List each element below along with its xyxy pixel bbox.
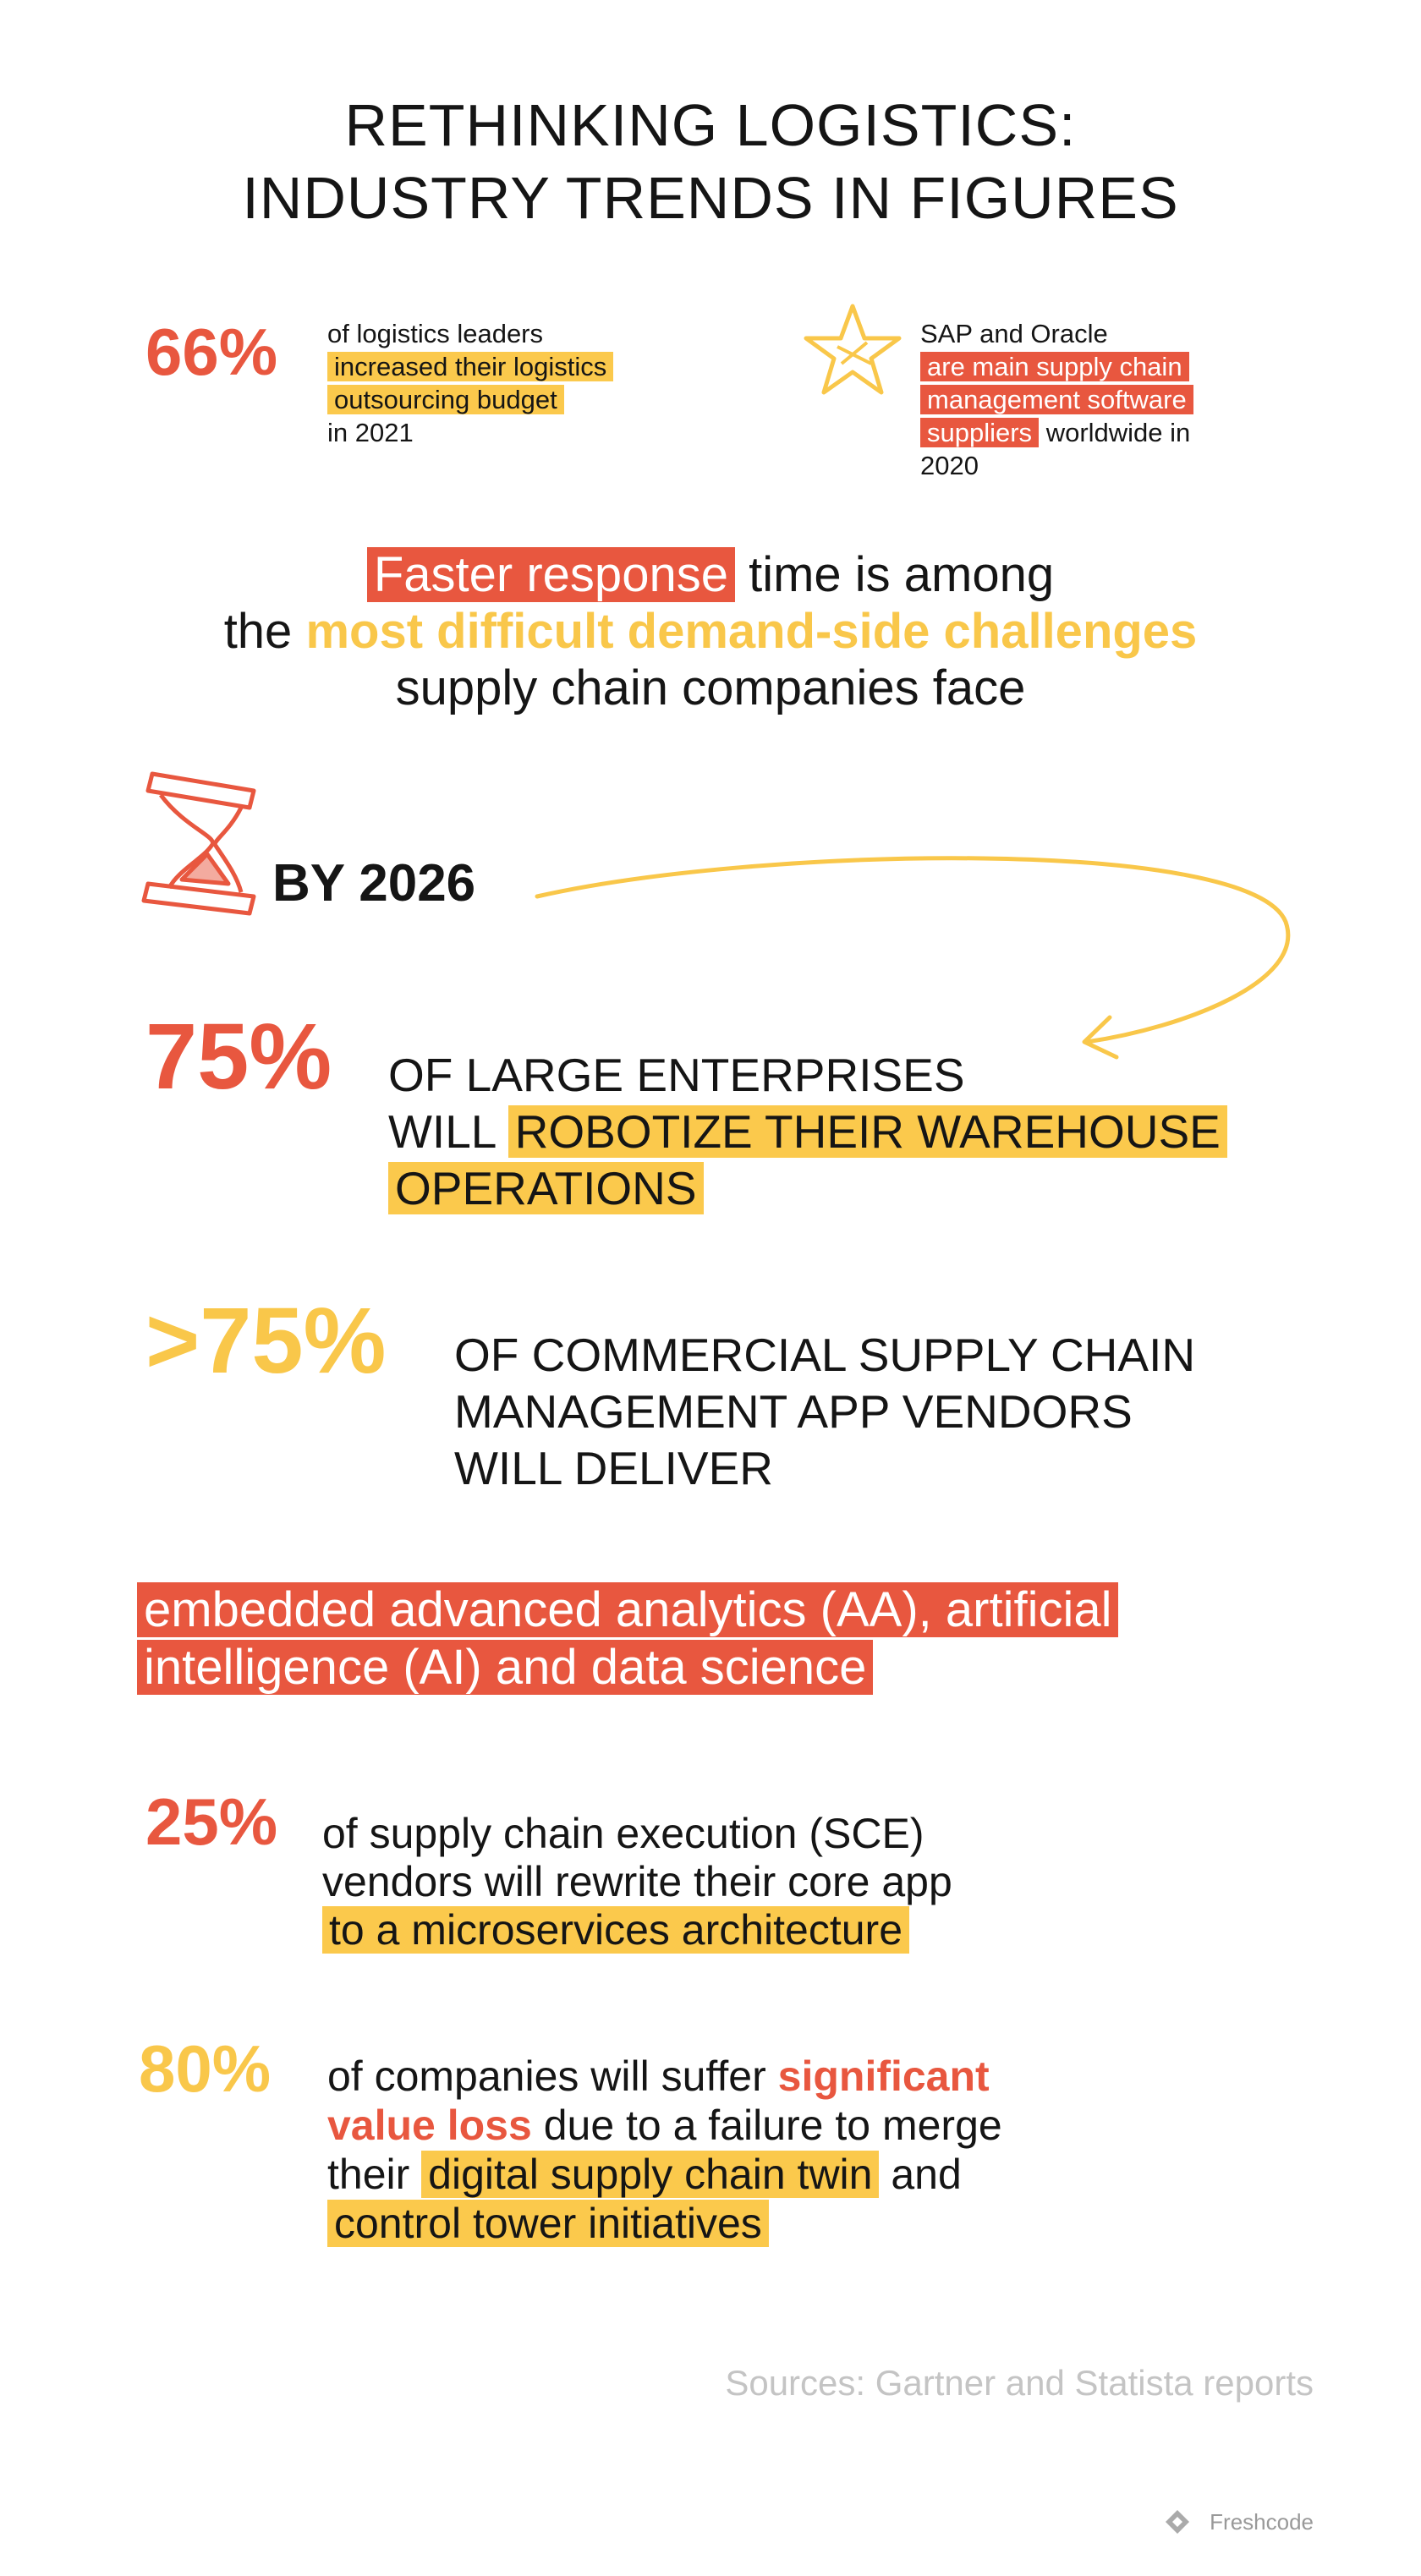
arrow xyxy=(535,856,1291,1044)
emphasis: value loss xyxy=(327,2102,532,2149)
text: time is among xyxy=(749,547,1055,602)
highlight: suppliers xyxy=(920,418,1040,447)
forecast-text: of supply chain execution (SCE) vendors … xyxy=(322,1810,952,1954)
text: of companies will suffer xyxy=(327,2053,766,2100)
text-line: supply chain companies face xyxy=(395,660,1026,715)
text-line: 2020 xyxy=(920,451,979,480)
title-line: INDUSTRY TRENDS IN FIGURES xyxy=(242,165,1179,231)
text: WILL xyxy=(388,1105,496,1158)
text-line: intelligence (AI) and data science xyxy=(137,1639,1118,1696)
text-line: of companies will suffer significant xyxy=(327,2052,1002,2101)
text-line: of supply chain execution (SCE) xyxy=(322,1810,924,1857)
text: their xyxy=(327,2151,410,2198)
hourglass-icon xyxy=(141,771,256,916)
text-line: WILL DELIVER xyxy=(454,1442,773,1494)
highlight: ROBOTIZE THEIR WAREHOUSE xyxy=(508,1105,1227,1158)
highlight: management software xyxy=(920,385,1193,414)
callout: Faster response time is among the most d… xyxy=(0,546,1421,716)
highlight: OPERATIONS xyxy=(388,1162,704,1214)
text: due to a failure to merge xyxy=(543,2102,1002,2149)
highlight: outsourcing budget xyxy=(327,385,564,414)
emphasis: most difficult demand-side challenges xyxy=(305,604,1198,659)
star-icon xyxy=(804,304,902,395)
text-line: control tower initiatives xyxy=(327,2199,1002,2248)
text-line: are main supply chain xyxy=(920,350,1193,383)
forecast-text: of companies will suffer significant val… xyxy=(327,2052,1002,2248)
text: and xyxy=(891,2151,962,2198)
highlight: digital supply chain twin xyxy=(421,2151,880,2198)
forecast-heading: BY 2026 xyxy=(272,854,476,913)
highlight: increased their logistics xyxy=(327,352,614,381)
highlight: Faster response xyxy=(366,547,735,602)
text-line: Faster response time is among xyxy=(0,546,1421,603)
text-line: their digital supply chain twin and xyxy=(327,2150,1002,2199)
text-line: management software xyxy=(920,383,1193,416)
text-line: SAP and Oracle xyxy=(920,319,1108,348)
title-line: RETHINKING LOGISTICS: xyxy=(344,92,1077,158)
text-line: of logistics leaders xyxy=(327,319,544,348)
text-line: WILL ROBOTIZE THEIR WAREHOUSE xyxy=(388,1104,1227,1160)
forecast-text: OF COMMERCIAL SUPPLY CHAIN MANAGEMENT AP… xyxy=(454,1327,1195,1497)
text-line: to a microservices architecture xyxy=(322,1906,952,1954)
text-line: MANAGEMENT APP VENDORS xyxy=(454,1385,1133,1438)
text-line: vendors will rewrite their core app xyxy=(322,1858,952,1905)
text-line: embedded advanced analytics (AA), artifi… xyxy=(137,1581,1119,1639)
text-line: OF LARGE ENTERPRISES xyxy=(388,1049,965,1101)
text: worldwide in xyxy=(1045,418,1191,447)
highlight: embedded advanced analytics (AA), artifi… xyxy=(137,1582,1119,1637)
forecast-figure: 80% xyxy=(139,2031,272,2106)
text-line: the most difficult demand-side challenge… xyxy=(0,603,1421,660)
sources: Sources: Gartner and Statista reports xyxy=(725,2363,1314,2403)
fact-text: of logistics leaders increased their log… xyxy=(327,317,614,449)
forecast-figure: >75% xyxy=(145,1289,387,1393)
forecast-text: OF LARGE ENTERPRISES WILL ROBOTIZE THEIR… xyxy=(388,1047,1227,1217)
text-line: increased their logistics xyxy=(327,350,614,383)
emphasis: significant xyxy=(777,2053,990,2100)
fact-text: SAP and Oracle are main supply chain man… xyxy=(920,317,1193,482)
text-line: outsourcing budget xyxy=(327,383,613,416)
fact-figure: 66% xyxy=(145,315,278,389)
star-scribble xyxy=(840,341,869,365)
text: the xyxy=(223,604,293,659)
text-line: OPERATIONS xyxy=(388,1160,1227,1217)
highlight-block: embedded advanced analytics (AA), artifi… xyxy=(137,1581,1119,1696)
arrow-head xyxy=(1082,1015,1119,1060)
text-line: in 2021 xyxy=(327,418,414,447)
highlight: control tower initiatives xyxy=(327,2200,769,2247)
forecast-figure: 25% xyxy=(145,1784,278,1859)
brand: Freshcode xyxy=(1210,2509,1314,2535)
text-line: suppliers worldwide in xyxy=(920,416,1193,449)
title: RETHINKING LOGISTICS: INDUSTRY TRENDS IN… xyxy=(0,89,1421,234)
brand-logo xyxy=(1166,2510,1189,2534)
text-line: OF COMMERCIAL SUPPLY CHAIN xyxy=(454,1329,1196,1381)
forecast-figure: 75% xyxy=(145,1005,332,1109)
highlight: to a microservices architecture xyxy=(322,1906,910,1954)
highlight: are main supply chain xyxy=(920,352,1189,381)
highlight: intelligence (AI) and data science xyxy=(137,1640,874,1695)
text-line: value loss due to a failure to merge xyxy=(327,2101,1002,2150)
